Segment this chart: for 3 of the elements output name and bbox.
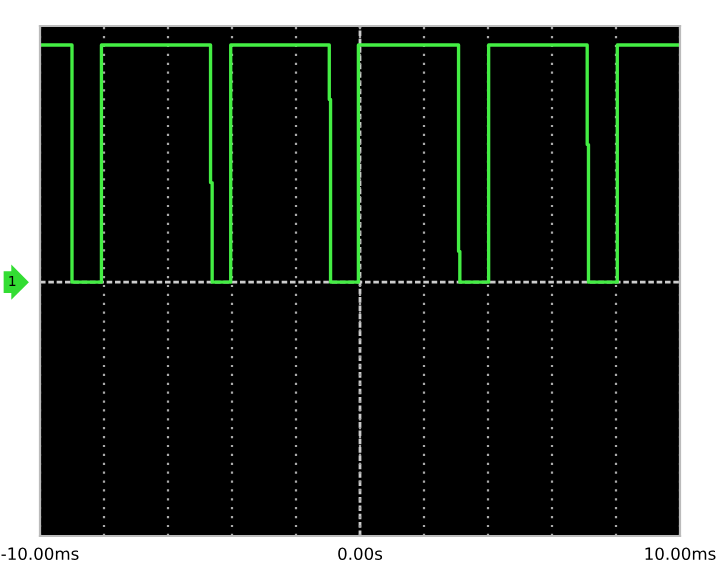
x-tick-label: -10.00ms — [1, 547, 79, 561]
x-tick-label: 0.00s — [338, 547, 383, 561]
x-tick-label: 10.00ms — [645, 547, 716, 561]
